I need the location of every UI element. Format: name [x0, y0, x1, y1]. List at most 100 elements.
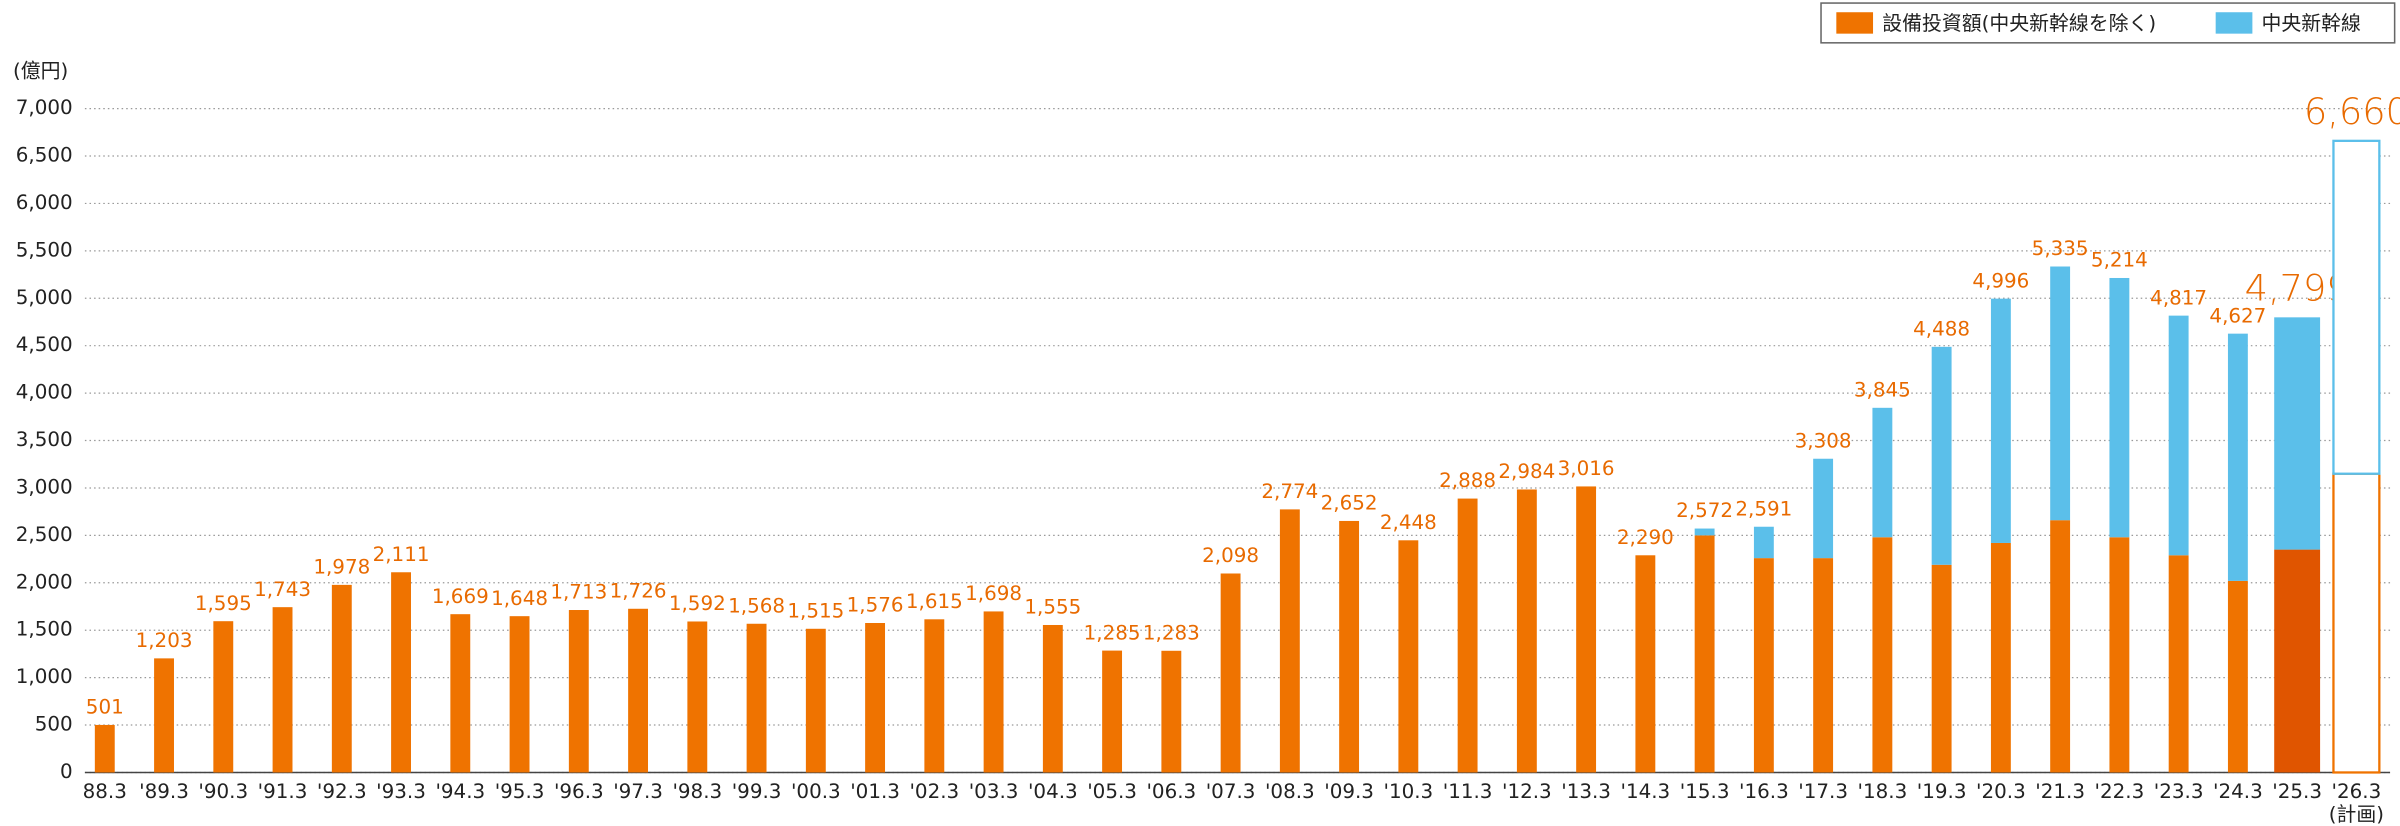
bar-segment: [1042, 624, 1063, 773]
y-tick-label: 6,000: [16, 191, 73, 214]
x-tick-label: '22.3: [2095, 780, 2145, 803]
total-label: 1,285: [1084, 621, 1141, 644]
legend-label: 設備投資額(中央新幹線を除く): [1882, 12, 2156, 35]
y-tick-label: 3,000: [16, 475, 73, 498]
total-label: 1,568: [728, 594, 785, 617]
y-tick-label: 7,000: [16, 96, 73, 119]
x-tick-label: '01.3: [850, 780, 900, 803]
bar-segment: [2274, 549, 2321, 773]
total-label: 3,016: [1558, 457, 1615, 480]
y-tick-label: 1,000: [16, 665, 73, 688]
x-tick-label: 88.3: [83, 780, 127, 803]
total-label: 1,576: [847, 594, 904, 617]
bar-segment: [805, 628, 826, 773]
x-tick-label: '94.3: [435, 780, 485, 803]
x-tick-label: '11.3: [1443, 780, 1493, 803]
y-tick-label: 3,500: [16, 428, 73, 451]
legend-label: 中央新幹線: [2262, 12, 2362, 35]
total-label: 1,595: [195, 592, 252, 615]
x-tick-label: '04.3: [1028, 780, 1078, 803]
x-tick-label: '90.3: [198, 780, 248, 803]
bar-segment: [1872, 407, 1893, 538]
y-tick-label: 5,000: [16, 286, 73, 309]
x-tick-label: '16.3: [1739, 780, 1789, 803]
bar-segment: [391, 572, 411, 773]
bar-segment: [2168, 315, 2189, 556]
bar-segment: [2227, 333, 2248, 581]
x-tick-label: '91.3: [258, 780, 308, 803]
bar-segment: [1694, 528, 1715, 536]
total-label: 2,111: [373, 543, 430, 566]
y-tick-label: 4,000: [16, 381, 73, 404]
total-label: 2,290: [1617, 526, 1674, 549]
bar-segment: [2274, 317, 2321, 550]
total-label: 1,203: [136, 629, 193, 652]
x-tick-label: '96.3: [554, 780, 604, 803]
x-tick-label: '98.3: [672, 780, 722, 803]
bar-segment: [331, 584, 352, 773]
total-label: 1,713: [550, 581, 607, 604]
x-tick-label: '97.3: [613, 780, 663, 803]
total-label: 2,888: [1439, 469, 1496, 492]
bar-segment: [1931, 346, 1952, 565]
x-tick-label: '14.3: [1621, 780, 1671, 803]
bar-segment: [1931, 564, 1952, 773]
x-tick-label: '26.3: [2332, 780, 2382, 803]
total-label: 1,555: [1024, 596, 1081, 619]
x-tick-label: '03.3: [969, 780, 1019, 803]
total-label: 501: [86, 696, 124, 719]
y-tick-label: 2,500: [16, 523, 73, 546]
bar-segment: [687, 621, 708, 773]
x-tick-label: '21.3: [2035, 780, 2085, 803]
total-label: 1,283: [1143, 621, 1200, 644]
legend-swatch: [1836, 12, 1874, 34]
bar-segment: [450, 614, 471, 773]
total-label: 4,799: [2245, 266, 2350, 309]
bar-segment: [1516, 489, 1537, 773]
bar-segment: [568, 610, 589, 773]
total-label: 1,726: [610, 579, 667, 602]
bar-segment: [865, 622, 886, 773]
x-tick-label: '10.3: [1383, 780, 1433, 803]
bar-segment: [1872, 537, 1893, 773]
total-label: 3,845: [1854, 378, 1911, 401]
x-tick-label: '95.3: [495, 780, 545, 803]
x-tick-label: '92.3: [317, 780, 367, 803]
total-label: 1,698: [965, 582, 1022, 605]
total-label: 1,669: [432, 585, 489, 608]
plan-note: (計画): [2329, 803, 2384, 826]
bar-segment: [983, 611, 1004, 773]
y-tick-label: 500: [35, 713, 73, 736]
bar-segment: [924, 619, 945, 773]
total-label: 3,308: [1795, 429, 1852, 452]
total-label: 2,984: [1498, 460, 1555, 483]
total-label: 1,615: [906, 590, 963, 613]
x-tick-label: '02.3: [909, 780, 959, 803]
bar-segment: [1753, 558, 1774, 773]
x-tick-label: '06.3: [1146, 780, 1196, 803]
bar-segment: [1635, 555, 1656, 773]
total-label: 4,817: [2150, 286, 2207, 309]
y-tick-label: 6,500: [16, 144, 73, 167]
bar-segment: [1161, 650, 1182, 773]
x-tick-label: '18.3: [1858, 780, 1908, 803]
x-tick-label: '93.3: [376, 780, 426, 803]
bar-segment: [509, 616, 530, 773]
bar-segment: [272, 607, 293, 773]
y-tick-label: 0: [60, 760, 73, 783]
bar-segment: [1753, 526, 1774, 559]
total-label: 1,743: [254, 578, 311, 601]
bar-segment: [2050, 266, 2071, 521]
bar-segment: [154, 658, 174, 773]
y-tick-label: 2,000: [16, 570, 73, 593]
bar-segment: [2332, 139, 2381, 475]
total-label: 2,591: [1735, 497, 1792, 520]
bar-segment: [1279, 509, 1300, 773]
legend-swatch: [2215, 12, 2253, 34]
bar-segment: [1102, 650, 1123, 773]
x-tick-label: '25.3: [2272, 780, 2322, 803]
total-label: 1,648: [491, 587, 548, 610]
bar-segment: [94, 724, 115, 773]
x-tick-label: '13.3: [1561, 780, 1611, 803]
